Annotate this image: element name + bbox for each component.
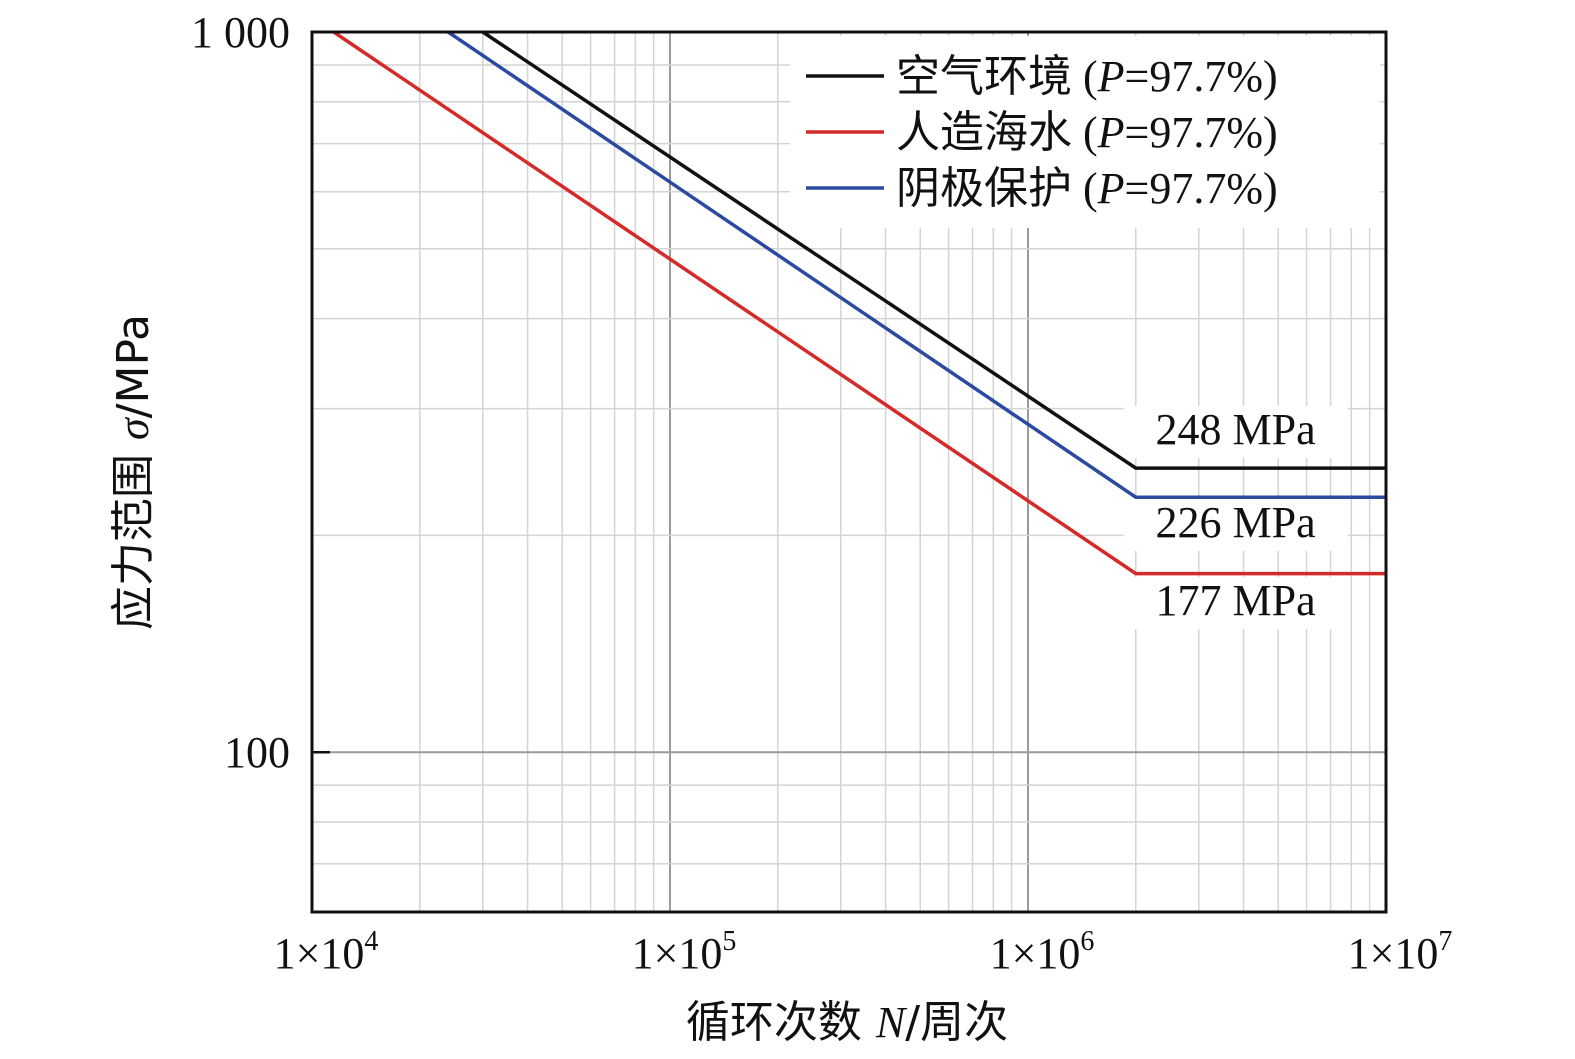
annotation-label-1: 248 MPa — [1156, 405, 1316, 454]
series-line-3 — [447, 30, 1386, 499]
legend-background — [790, 36, 1380, 228]
x-tick-label: 1×107 — [1348, 926, 1453, 978]
legend-suffix-open: ( — [1072, 108, 1098, 157]
annotation-background — [1123, 577, 1348, 630]
legend-suffix-var: P — [1097, 52, 1125, 101]
x-tick-labels: 1×104 1×105 1×106 1×107 — [274, 926, 1453, 978]
y-tick-labels: 100 1 000 — [191, 8, 290, 777]
series-line-2 — [332, 30, 1386, 576]
x-tick-label-exponent: 7 — [1438, 926, 1452, 957]
x-tick-label: 1×105 — [632, 926, 737, 978]
legend-series-name: 阴极保护 — [896, 163, 1072, 214]
series-line-1 — [481, 30, 1386, 470]
legend-series-name: 空气环境 — [896, 51, 1072, 102]
x-tick-label-exponent: 6 — [1080, 926, 1094, 957]
x-tick-label: 1×106 — [990, 926, 1095, 978]
legend-suffix-rest: =97.7%) — [1125, 108, 1278, 157]
y-axis-title-prefix: 应力范围 — [108, 440, 159, 630]
x-axis-title-var: N — [875, 998, 908, 1047]
x-tick-label-base: 1×10 — [990, 929, 1081, 978]
y-tick-label: 100 — [224, 728, 290, 777]
x-tick-label: 1×104 — [274, 926, 379, 978]
legend-series-name: 人造海水 — [896, 107, 1072, 158]
annotations: 248 MPa 226 MPa 177 MPa — [1123, 405, 1348, 630]
legend-suffix-open: ( — [1072, 164, 1098, 213]
legend-label-2: 人造海水 (P=97.7%) — [896, 107, 1278, 158]
legend-label-1: 空气环境 (P=97.7%) — [896, 51, 1278, 102]
y-axis-title-var: σ — [109, 416, 158, 440]
y-tick-label: 1 000 — [191, 8, 290, 57]
x-axis-title-prefix: 循环次数 — [686, 997, 876, 1048]
x-axis-title-suffix: /周次 — [905, 997, 1008, 1048]
annotation-background — [1123, 498, 1348, 551]
x-tick-label-exponent: 4 — [364, 926, 378, 957]
x-tick-label-exponent: 5 — [722, 926, 736, 957]
legend-label-3: 阴极保护 (P=97.7%) — [896, 163, 1278, 214]
series-lines — [332, 30, 1386, 576]
x-tick-label-base: 1×10 — [274, 929, 365, 978]
annotation-background — [1123, 405, 1348, 458]
legend-suffix-rest: =97.7%) — [1125, 164, 1278, 213]
legend: 空气环境 (P=97.7%)人造海水 (P=97.7%)阴极保护 (P=97.7… — [790, 36, 1380, 228]
legend-suffix-rest: =97.7%) — [1125, 52, 1278, 101]
y-axis-title-suffix: /MPa — [108, 314, 159, 418]
legend-suffix-var: P — [1097, 164, 1125, 213]
plot-frame — [310, 30, 1388, 914]
annotation-label-3: 177 MPa — [1156, 576, 1316, 625]
legend-suffix-var: P — [1097, 108, 1125, 157]
axis-ticks — [312, 30, 330, 754]
y-axis-title: 应力范围 σ/MPa — [108, 314, 159, 630]
annotation-label-2: 226 MPa — [1156, 498, 1316, 547]
legend-suffix-open: ( — [1072, 52, 1098, 101]
x-tick-label-base: 1×10 — [1348, 929, 1439, 978]
x-tick-label-base: 1×10 — [632, 929, 723, 978]
x-axis-title: 循环次数 N/周次 — [686, 997, 1008, 1048]
